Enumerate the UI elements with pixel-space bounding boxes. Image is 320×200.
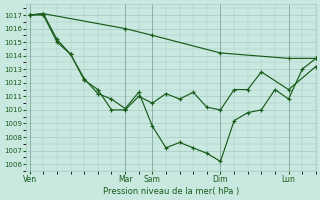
X-axis label: Pression niveau de la mer( hPa ): Pression niveau de la mer( hPa ) [103,187,239,196]
